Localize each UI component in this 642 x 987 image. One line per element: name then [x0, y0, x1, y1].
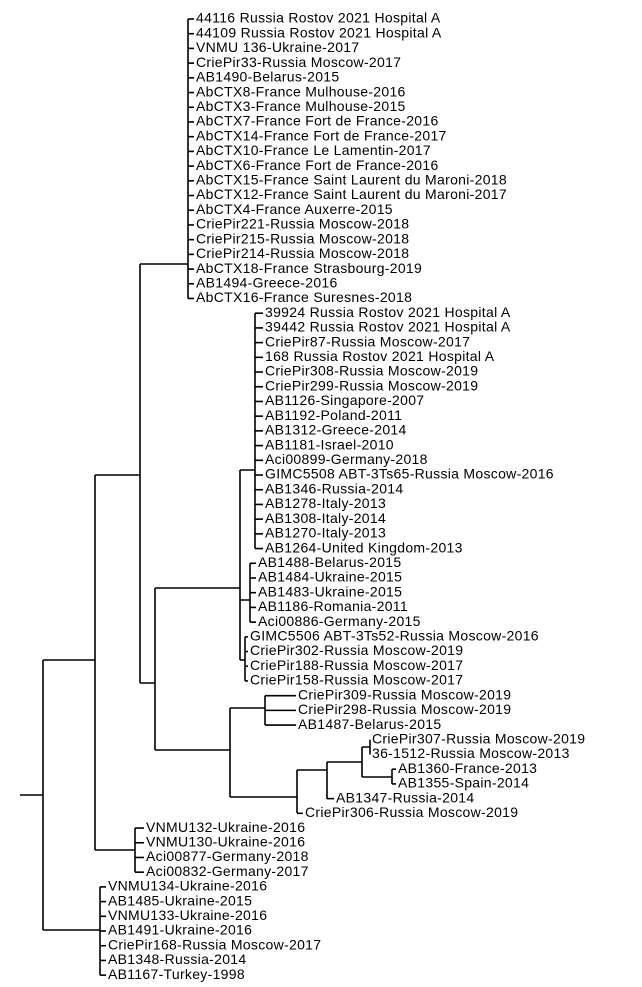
leaf-label: AbCTX4-France Auxerre-2015 — [196, 201, 393, 217]
leaf-label: AbCTX15-France Saint Laurent du Maroni-2… — [196, 172, 507, 188]
leaf-label: AB1346-Russia-2014 — [265, 480, 403, 496]
leaf-label: 39442 Russia Rostov 2021 Hospital A — [265, 319, 511, 335]
leaf-label: AB1483-Ukraine-2015 — [258, 583, 402, 599]
leaf-label: 44116 Russia Rostov 2021 Hospital A — [196, 10, 441, 26]
leaf-label: VNMU133-Ukraine-2016 — [108, 907, 267, 923]
leaf-label: 36-1512-Russia Moscow-2013 — [372, 745, 570, 761]
leaf-label: AB1308-Italy-2014 — [265, 510, 386, 526]
leaf-label: AB1264-United Kingdom-2013 — [265, 539, 463, 555]
leaf-label: CriePir158-Russia Moscow-2017 — [250, 672, 463, 688]
leaf-label: AB1360-France-2013 — [398, 760, 537, 776]
leaf-label: AB1490-Belarus-2015 — [196, 69, 339, 85]
leaf-label: VNMU130-Ukraine-2016 — [146, 833, 305, 849]
leaf-label: AbCTX14-France Fort de France-2017 — [196, 127, 447, 143]
leaf-label: AB1278-Italy-2013 — [265, 495, 386, 511]
leaf-label: VNMU132-Ukraine-2016 — [146, 819, 305, 835]
leaf-label: AbCTX16-France Suresnes-2018 — [196, 289, 412, 305]
leaf-label: CriePir308-Russia Moscow-2019 — [265, 363, 478, 379]
leaf-label: CriePir302-Russia Moscow-2019 — [250, 642, 463, 658]
leaf-label: 39924 Russia Rostov 2021 Hospital A — [265, 304, 511, 320]
leaf-label: CriePir214-Russia Moscow-2018 — [196, 245, 409, 261]
leaf-label: AB1355-Spain-2014 — [398, 775, 529, 791]
leaf-label: CriePir306-Russia Moscow-2019 — [305, 804, 518, 820]
leaf-label: AbCTX18-France Strasbourg-2019 — [196, 260, 422, 276]
leaf-label: AB1167-Turkey-1998 — [108, 966, 245, 982]
leaf-label: AbCTX12-France Saint Laurent du Maroni-2… — [196, 186, 507, 202]
leaf-label: 168 Russia Rostov 2021 Hospital A — [265, 348, 495, 364]
tree-branches — [20, 263, 392, 931]
leaf-label: VNMU 136-Ukraine-2017 — [196, 39, 359, 55]
leaf-label: AB1270-Italy-2013 — [265, 525, 386, 541]
leaf-label: CriePir168-Russia Moscow-2017 — [108, 936, 321, 952]
leaf-label: AB1488-Belarus-2015 — [258, 554, 401, 570]
leaf-label: AB1347-Russia-2014 — [336, 789, 474, 805]
leaf-label: CriePir298-Russia Moscow-2019 — [298, 701, 511, 717]
leaf-label: CriePir33-Russia Moscow-2017 — [196, 54, 401, 70]
leaf-label: AB1494-Greece-2016 — [196, 274, 338, 290]
leaf-label: Aci00832-Germany-2017 — [146, 863, 309, 879]
leaf-label: AB1348-Russia-2014 — [108, 951, 246, 967]
leaf-label: Aci00877-Germany-2018 — [146, 848, 309, 864]
leaf-label: AB1484-Ukraine-2015 — [258, 569, 402, 585]
leaf-label: AbCTX6-France Fort de France-2016 — [196, 157, 439, 173]
leaf-label: CriePir221-Russia Moscow-2018 — [196, 216, 409, 232]
leaf-label: AB1126-Singapore-2007 — [265, 392, 424, 408]
leaf-label: GIMC5508 ABT-3Ts65-Russia Moscow-2016 — [265, 466, 554, 482]
leaf-label: VNMU134-Ukraine-2016 — [108, 878, 267, 894]
leaf-label: CriePir188-Russia Moscow-2017 — [250, 657, 463, 673]
leaf-label: AB1491-Ukraine-2016 — [108, 922, 252, 938]
leaf-label: AB1485-Ukraine-2015 — [108, 892, 252, 908]
leaf-label: AB1181-Israel-2010 — [265, 436, 394, 452]
leaf-label: AbCTX8-France Mulhouse-2016 — [196, 83, 406, 99]
leaf-label: CriePir87-Russia Moscow-2017 — [265, 333, 470, 349]
leaf-label: Aci00886-Germany-2015 — [258, 613, 421, 629]
leaf-label: AbCTX3-France Mulhouse-2015 — [196, 98, 406, 114]
leaf-label: CriePir215-Russia Moscow-2018 — [196, 230, 409, 246]
leaf-label: AbCTX10-France Le Lamentin-2017 — [196, 142, 431, 158]
leaf-label: CriePir307-Russia Moscow-2019 — [372, 730, 585, 746]
leaf-label: CriePir309-Russia Moscow-2019 — [298, 686, 511, 702]
leaf-label: AbCTX7-France Fort de France-2016 — [196, 113, 439, 129]
leaf-label: 44109 Russia Rostov 2021 Hospital A — [196, 24, 442, 40]
leaf-label: GIMC5506 ABT-3Ts52-Russia Moscow-2016 — [250, 628, 539, 644]
leaf-label: Aci00899-Germany-2018 — [265, 451, 428, 467]
leaf-label: AB1192-Poland-2011 — [265, 407, 402, 423]
leaf-label: AB1312-Greece-2014 — [265, 422, 407, 438]
leaf-label: CriePir299-Russia Moscow-2019 — [265, 377, 478, 393]
leaf-label: AB1186-Romania-2011 — [258, 598, 408, 614]
leaf-label: AB1487-Belarus-2015 — [298, 716, 441, 732]
